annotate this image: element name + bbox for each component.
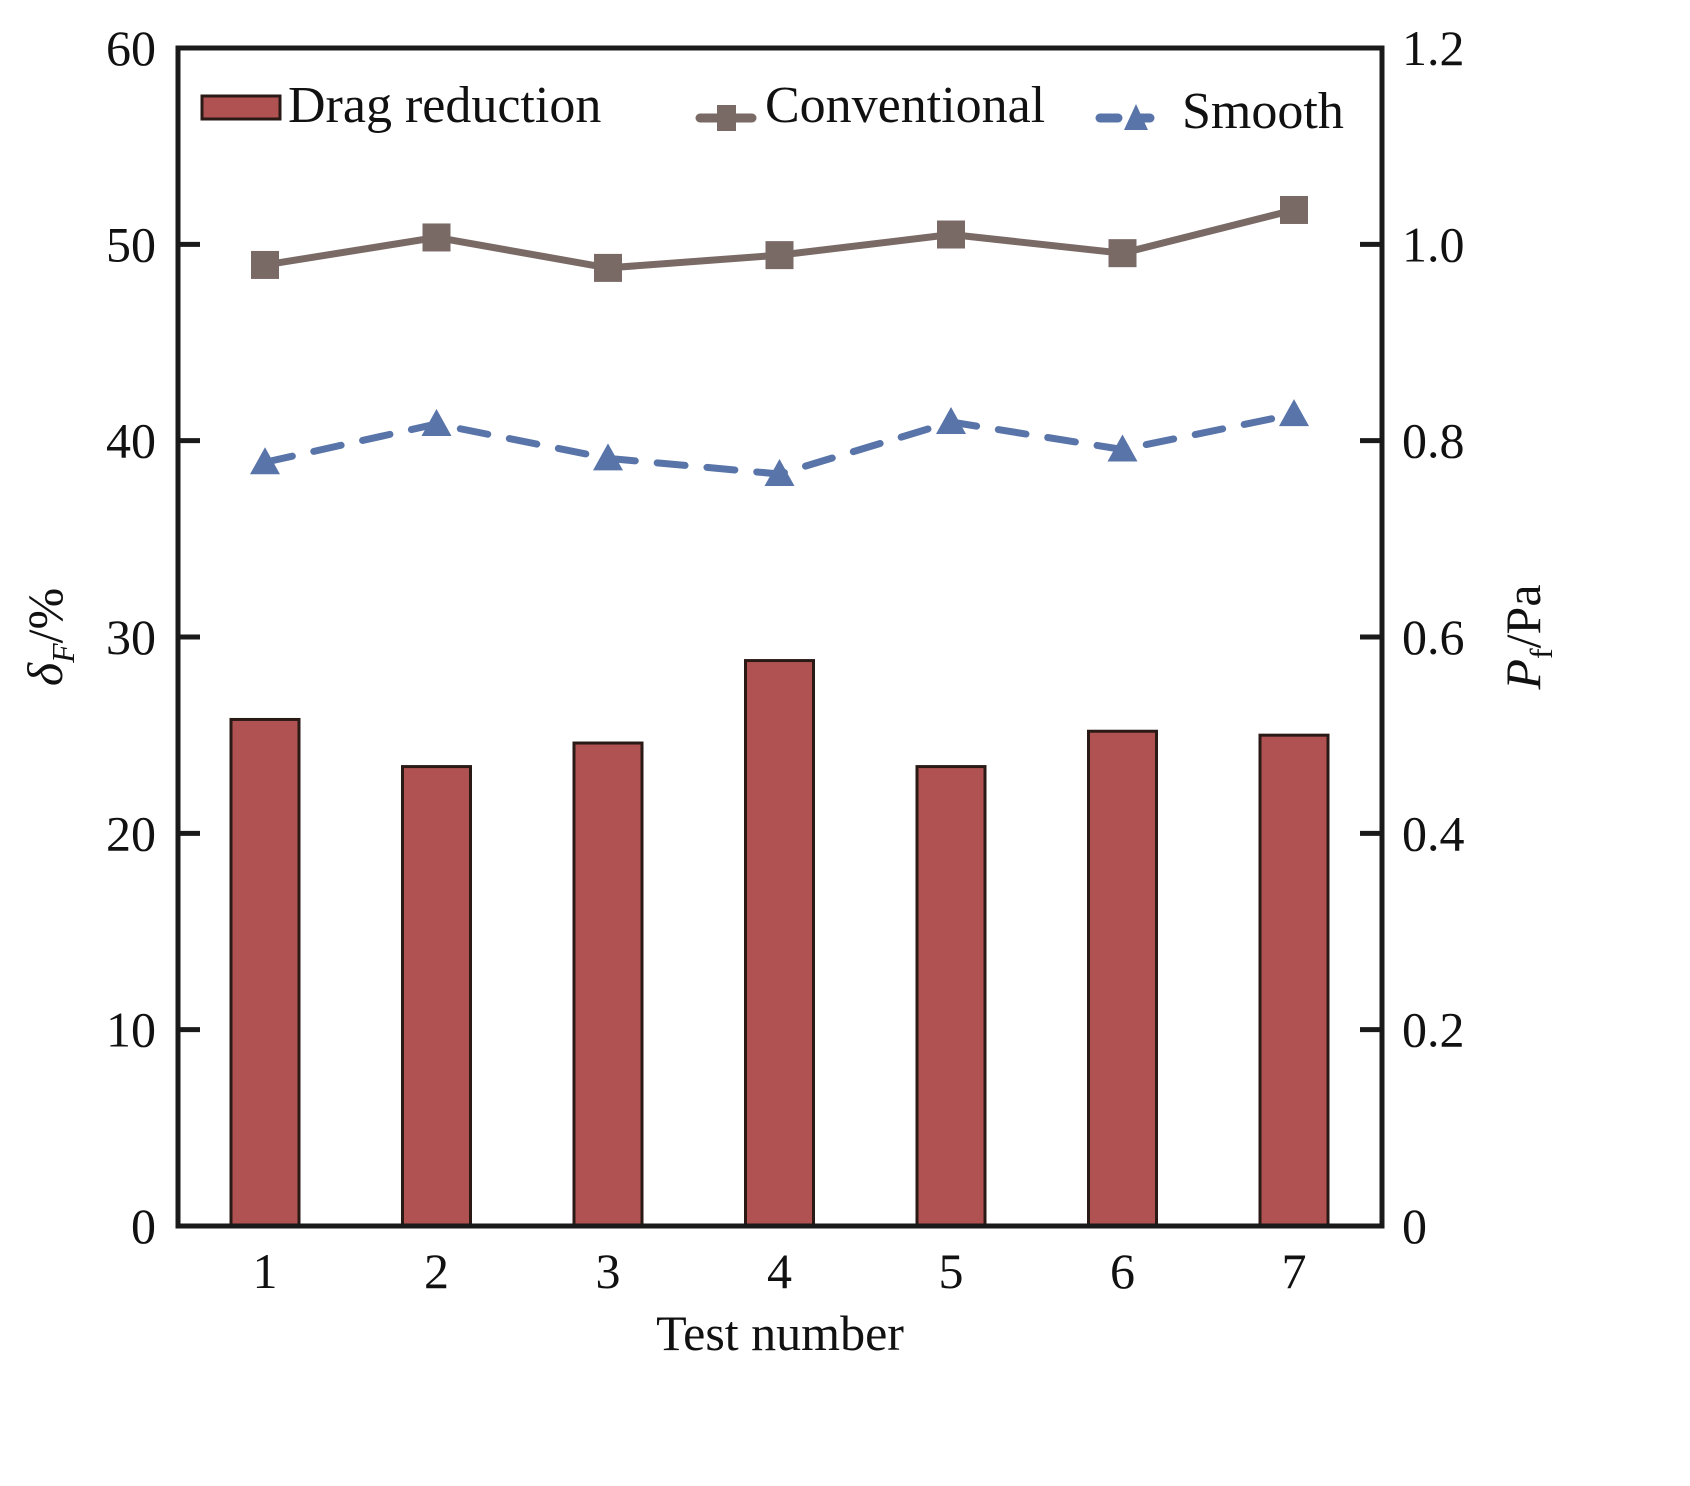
legend-label-conventional: Conventional xyxy=(765,77,1045,134)
point-conventional-1 xyxy=(251,250,279,279)
left-tick-label: 0 xyxy=(131,1198,156,1254)
right-tick-label: 0.8 xyxy=(1402,413,1465,469)
legend-item-drag-reduction: Drag reduction xyxy=(200,77,601,134)
x-tick-label: 7 xyxy=(1282,1243,1307,1299)
bar-test-6 xyxy=(1087,729,1158,1228)
point-conventional-5 xyxy=(937,220,965,249)
right-tick-label: 0.4 xyxy=(1402,805,1465,861)
x-axis-title: Test number xyxy=(656,1305,904,1361)
left-axis-subscript: F xyxy=(45,643,81,664)
point-smooth-2 xyxy=(421,408,452,436)
point-smooth-4 xyxy=(764,459,795,487)
right-tick-label: 0.2 xyxy=(1402,1002,1465,1058)
right-axis-subscript: f xyxy=(1523,648,1559,659)
left-tick-label: 30 xyxy=(106,609,156,665)
right-tick-label: 0 xyxy=(1402,1198,1427,1254)
right-axis-unit: /Pa xyxy=(1495,584,1551,648)
lines-group xyxy=(250,195,1309,487)
bar-test-4 xyxy=(744,659,815,1228)
left-tick-label: 60 xyxy=(106,20,156,76)
x-tick-label: 4 xyxy=(767,1243,792,1299)
x-tick-label: 2 xyxy=(424,1243,449,1299)
point-smooth-7 xyxy=(1279,399,1309,427)
bar-test-5 xyxy=(915,765,987,1228)
right-ticks: 0 0.2 0.4 0.6 0.8 1.0 1.2 xyxy=(1360,20,1465,1254)
x-tick-label: 6 xyxy=(1110,1243,1135,1299)
legend-marker-square xyxy=(717,105,736,131)
point-conventional-4 xyxy=(765,241,794,270)
legend-item-smooth: Smooth xyxy=(1095,83,1344,140)
legend-marker-triangle xyxy=(1124,104,1148,130)
svg-text:Pf/Pa: Pf/Pa xyxy=(1495,584,1559,690)
point-smooth-3 xyxy=(593,443,623,471)
point-smooth-6 xyxy=(1107,434,1138,462)
right-tick-label: 1.0 xyxy=(1402,216,1465,272)
x-tick-label: 5 xyxy=(939,1243,964,1299)
point-conventional-3 xyxy=(594,253,622,282)
right-tick-label: 0.6 xyxy=(1402,609,1465,665)
left-tick-label: 20 xyxy=(106,805,156,861)
bar-test-1 xyxy=(229,717,301,1228)
x-tick-label: 1 xyxy=(253,1243,278,1299)
right-axis-title: Pf/Pa xyxy=(1495,584,1559,690)
legend: Drag reduction Conventional Smooth xyxy=(200,77,1344,140)
left-axis-title: δF/% xyxy=(17,588,81,686)
left-ticks: 0 10 20 30 40 50 60 xyxy=(106,20,200,1254)
left-axis-symbol: δ xyxy=(17,662,73,686)
point-conventional-7 xyxy=(1280,195,1308,224)
left-tick-label: 40 xyxy=(106,413,156,469)
right-tick-label: 1.2 xyxy=(1402,20,1465,76)
bar-test-2 xyxy=(401,765,472,1228)
right-axis-symbol: P xyxy=(1495,659,1551,691)
bar-test-7 xyxy=(1258,733,1330,1228)
left-tick-label: 10 xyxy=(106,1002,156,1058)
point-conventional-2 xyxy=(422,223,451,252)
bar-test-3 xyxy=(572,741,644,1228)
legend-item-conventional: Conventional xyxy=(695,77,1045,134)
left-axis-unit: /% xyxy=(17,588,73,644)
legend-label-drag-reduction: Drag reduction xyxy=(288,77,601,134)
x-ticks: 1 2 3 4 5 6 7 xyxy=(253,1243,1307,1299)
left-tick-label: 50 xyxy=(106,216,156,272)
point-conventional-6 xyxy=(1108,239,1137,268)
svg-text:δF/%: δF/% xyxy=(17,588,81,686)
point-smooth-5 xyxy=(936,407,966,435)
x-tick-label: 3 xyxy=(596,1243,621,1299)
point-smooth-1 xyxy=(250,447,280,475)
legend-label-smooth: Smooth xyxy=(1182,83,1344,140)
legend-swatch-drag-reduction xyxy=(200,94,282,121)
bars-group xyxy=(229,659,1330,1228)
